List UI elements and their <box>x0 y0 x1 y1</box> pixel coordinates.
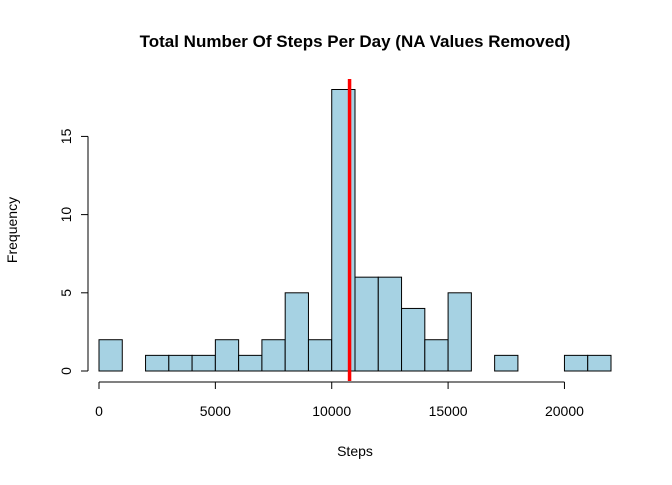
x-tick-label: 10000 <box>312 403 351 419</box>
x-tick-label: 15000 <box>429 403 468 419</box>
histogram-bar <box>98 339 123 372</box>
chart-title: Total Number Of Steps Per Day (NA Values… <box>140 32 571 51</box>
y-tick-label: 10 <box>58 207 74 223</box>
histogram-bar <box>238 354 263 372</box>
histogram-bar <box>307 339 333 372</box>
histogram-bar <box>563 354 589 372</box>
y-axis-label: Frequency <box>4 197 20 263</box>
x-axis: 0 5000 10000 15000 20000 <box>95 381 584 419</box>
histogram-bar <box>145 354 170 372</box>
y-tick-label: 15 <box>58 128 74 144</box>
y-tick-label: 0 <box>58 367 74 375</box>
x-tick-label: 20000 <box>545 403 584 419</box>
x-tick-label: 5000 <box>200 403 231 419</box>
histogram-bar <box>587 354 612 372</box>
histogram-bar <box>354 276 379 372</box>
x-axis-label: Steps <box>337 443 373 459</box>
histogram-bar <box>494 354 519 372</box>
histogram-bar <box>401 307 426 372</box>
histogram-bar <box>191 354 216 372</box>
histogram-bar <box>424 339 449 372</box>
histogram-bar <box>447 292 472 372</box>
histogram-bar <box>377 276 403 372</box>
histogram-bar <box>331 89 356 372</box>
histogram-bar <box>261 339 286 372</box>
histogram-bar <box>214 339 240 372</box>
y-axis: 0 5 10 15 <box>58 128 89 375</box>
y-tick-label: 5 <box>58 289 74 297</box>
histogram-bar <box>168 354 193 372</box>
histogram-bar <box>284 292 309 372</box>
x-tick-label: 0 <box>95 403 103 419</box>
bars-group <box>98 89 612 372</box>
